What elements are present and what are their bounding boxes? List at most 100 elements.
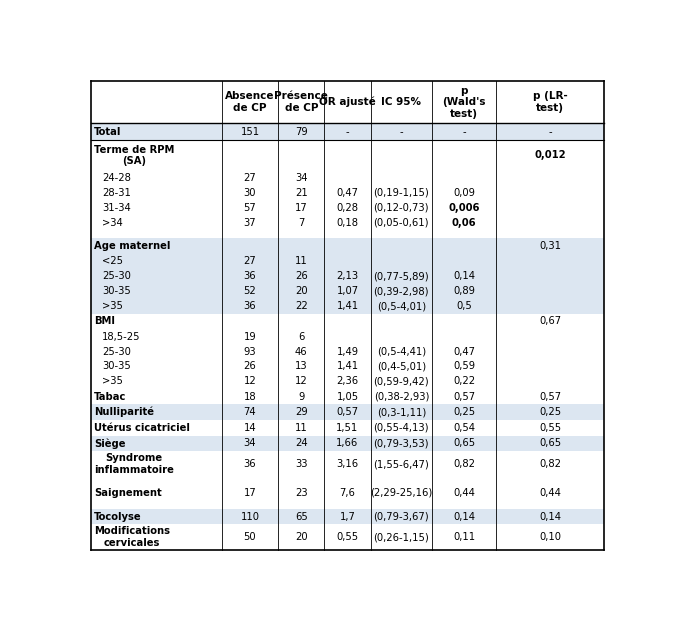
- Bar: [278, 374, 324, 389]
- Text: 20: 20: [295, 532, 308, 542]
- Bar: [222, 216, 278, 230]
- Bar: [371, 238, 432, 254]
- Bar: [278, 171, 324, 186]
- Bar: [432, 436, 496, 451]
- Text: 0,82: 0,82: [453, 459, 475, 469]
- Text: 0,65: 0,65: [539, 438, 561, 448]
- Bar: [432, 254, 496, 269]
- Bar: [371, 140, 432, 171]
- Bar: [432, 451, 496, 477]
- Text: 0,14: 0,14: [453, 271, 475, 281]
- Text: 6: 6: [298, 332, 304, 342]
- Bar: [432, 314, 496, 329]
- Bar: [432, 123, 496, 140]
- Bar: [496, 81, 604, 123]
- Text: 93: 93: [243, 346, 256, 356]
- Text: 12: 12: [243, 376, 256, 386]
- Bar: [496, 269, 604, 284]
- Text: 0,65: 0,65: [453, 438, 475, 448]
- Text: 3,16: 3,16: [336, 459, 359, 469]
- Bar: [278, 344, 324, 359]
- Text: 19: 19: [243, 332, 256, 342]
- Bar: [496, 389, 604, 404]
- Text: (0,39-2,98): (0,39-2,98): [374, 286, 429, 296]
- Bar: [222, 485, 278, 501]
- Bar: [432, 509, 496, 524]
- Bar: [432, 284, 496, 299]
- Text: Saignement: Saignement: [94, 488, 162, 498]
- Bar: [324, 81, 371, 123]
- Bar: [222, 359, 278, 374]
- Text: 0,67: 0,67: [539, 316, 561, 326]
- Text: 0,28: 0,28: [336, 203, 359, 213]
- Bar: [432, 374, 496, 389]
- Bar: [371, 81, 432, 123]
- Bar: [371, 171, 432, 186]
- Text: 1,7: 1,7: [340, 511, 355, 521]
- Bar: [91, 269, 222, 284]
- Text: -: -: [549, 127, 552, 137]
- Bar: [278, 436, 324, 451]
- Text: 29: 29: [295, 408, 308, 418]
- Text: 7: 7: [298, 217, 304, 227]
- Text: 0,82: 0,82: [539, 459, 561, 469]
- Text: (0,38-2,93): (0,38-2,93): [374, 392, 429, 402]
- Bar: [432, 186, 496, 201]
- Bar: [91, 359, 222, 374]
- Bar: [278, 299, 324, 314]
- Bar: [278, 314, 324, 329]
- Bar: [371, 477, 432, 485]
- Bar: [91, 254, 222, 269]
- Text: 0,55: 0,55: [539, 422, 561, 432]
- Text: Tabac: Tabac: [94, 392, 126, 402]
- Text: (2,29-25,16): (2,29-25,16): [370, 488, 433, 498]
- Bar: [91, 436, 222, 451]
- Bar: [324, 359, 371, 374]
- Text: (0,3-1,11): (0,3-1,11): [377, 408, 426, 418]
- Bar: [278, 420, 324, 436]
- Bar: [371, 485, 432, 501]
- Bar: [371, 269, 432, 284]
- Bar: [324, 254, 371, 269]
- Bar: [432, 230, 496, 238]
- Bar: [324, 436, 371, 451]
- Text: >35: >35: [102, 301, 123, 311]
- Text: 0,44: 0,44: [539, 488, 561, 498]
- Text: (0,79-3,53): (0,79-3,53): [374, 438, 429, 448]
- Text: 52: 52: [243, 286, 256, 296]
- Bar: [91, 123, 222, 140]
- Text: -: -: [399, 127, 403, 137]
- Text: 20: 20: [295, 286, 308, 296]
- Bar: [432, 216, 496, 230]
- Text: 46: 46: [295, 346, 308, 356]
- Text: 79: 79: [295, 127, 308, 137]
- Bar: [371, 284, 432, 299]
- Text: 36: 36: [243, 301, 256, 311]
- Text: 0,57: 0,57: [539, 392, 561, 402]
- Text: 0,06: 0,06: [452, 217, 477, 227]
- Bar: [222, 171, 278, 186]
- Text: -: -: [462, 127, 466, 137]
- Text: (0,55-4,13): (0,55-4,13): [374, 422, 429, 432]
- Text: (0,5-4,41): (0,5-4,41): [377, 346, 426, 356]
- Text: (0,26-1,15): (0,26-1,15): [374, 532, 429, 542]
- Text: <25: <25: [102, 256, 123, 266]
- Text: IC 95%: IC 95%: [381, 97, 421, 107]
- Bar: [324, 404, 371, 420]
- Text: 26: 26: [243, 361, 256, 371]
- Bar: [496, 123, 604, 140]
- Bar: [496, 284, 604, 299]
- Bar: [278, 485, 324, 501]
- Text: 57: 57: [243, 203, 256, 213]
- Text: BMI: BMI: [94, 316, 115, 326]
- Bar: [496, 299, 604, 314]
- Text: 0,11: 0,11: [453, 532, 475, 542]
- Text: 31-34: 31-34: [102, 203, 131, 213]
- Text: 1,07: 1,07: [336, 286, 359, 296]
- Bar: [278, 477, 324, 485]
- Bar: [371, 186, 432, 201]
- Text: (0,59-9,42): (0,59-9,42): [374, 376, 429, 386]
- Bar: [371, 509, 432, 524]
- Bar: [324, 284, 371, 299]
- Bar: [91, 140, 222, 171]
